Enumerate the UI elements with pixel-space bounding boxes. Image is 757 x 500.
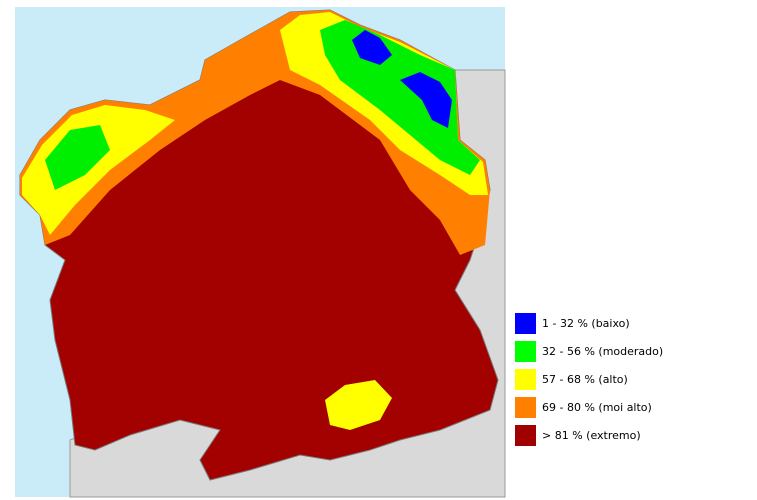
- zone-high: [325, 380, 392, 430]
- legend-swatch: [515, 313, 536, 334]
- legend-label: 32 - 56 % (moderado): [542, 345, 663, 358]
- map: [15, 7, 506, 498]
- legend-label: 57 - 68 % (alto): [542, 373, 628, 386]
- zone-high: [22, 105, 175, 235]
- zone-moderate: [320, 20, 480, 175]
- legend-label: 69 - 80 % (moi alto): [542, 401, 652, 414]
- zone-low: [400, 72, 452, 128]
- legend-label: > 81 % (extremo): [542, 429, 641, 442]
- legend-swatch: [515, 341, 536, 362]
- legend-swatch: [515, 425, 536, 446]
- zone-low: [352, 30, 392, 65]
- legend: 1 - 32 % (baixo) 32 - 56 % (moderado) 57 -…: [515, 313, 663, 446]
- zone-moderate: [45, 125, 110, 190]
- legend-swatch: [515, 397, 536, 418]
- legend-swatch: [515, 369, 536, 390]
- legend-label: 1 - 32 % (baixo): [542, 317, 630, 330]
